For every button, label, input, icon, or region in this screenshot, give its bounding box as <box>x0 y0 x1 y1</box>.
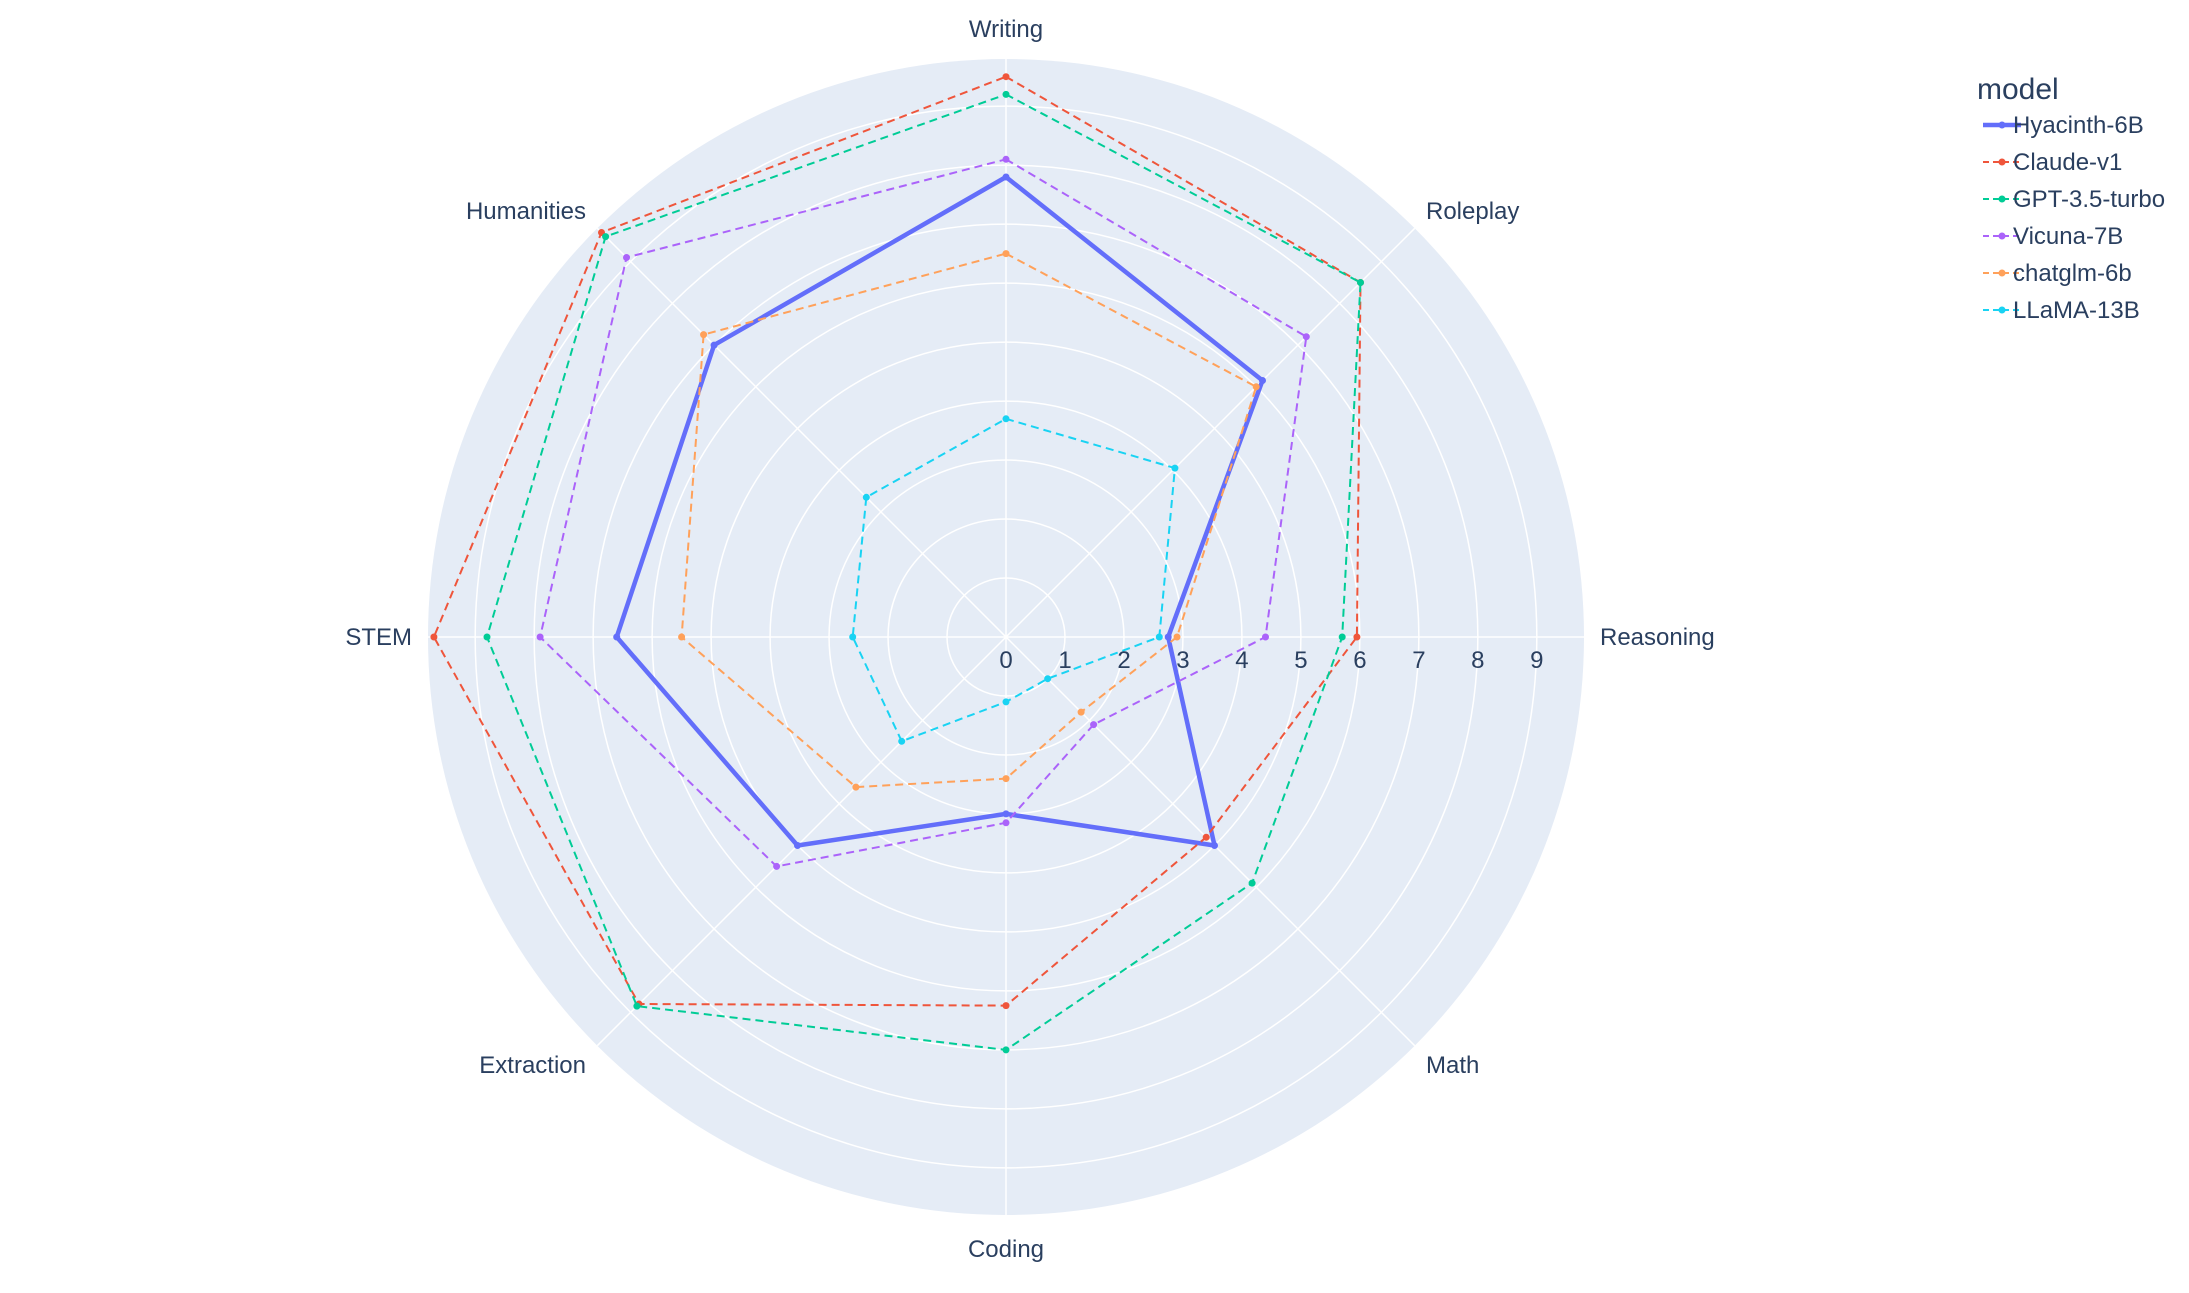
point-llama-13b-extraction <box>898 737 906 745</box>
axis-label-math: Math <box>1426 1052 1479 1079</box>
legend-label-hyacinth-6b: Hyacinth-6B <box>2013 112 2144 139</box>
series-layer <box>430 73 1364 1054</box>
point-vicuna-7b-roleplay <box>1302 333 1310 341</box>
axis-label-extraction: Extraction <box>479 1052 586 1079</box>
legend-label-claude-v1: Claude-v1 <box>2013 149 2122 176</box>
point-hyacinth-6b-extraction <box>794 842 801 849</box>
point-chatglm-6b-stem <box>678 633 686 641</box>
tick-label-5: 5 <box>1294 647 1307 674</box>
legend-item-gpt-3-5-turbo[interactable]: GPT-3.5-turbo <box>1983 186 2165 213</box>
point-claude-v1-math <box>1202 833 1210 841</box>
point-hyacinth-6b-stem <box>613 633 621 641</box>
point-hyacinth-6b-writing <box>1002 173 1010 181</box>
spoke-extraction <box>596 636 1007 1047</box>
point-llama-13b-coding <box>1002 698 1010 706</box>
point-claude-v1-stem <box>430 633 438 641</box>
point-gpt-3-5-turbo-roleplay <box>1357 279 1364 286</box>
legend-marker-vicuna-7b <box>1998 232 2006 240</box>
legend-marker-hyacinth-6b <box>1998 121 2006 129</box>
polar-grid <box>428 59 1584 1215</box>
point-gpt-3-5-turbo-humanities <box>602 233 610 241</box>
point-gpt-3-5-turbo-extraction <box>633 1002 641 1010</box>
point-claude-v1-reasoning <box>1353 633 1361 641</box>
point-gpt-3-5-turbo-reasoning <box>1338 633 1346 641</box>
legend-label-gpt-3-5-turbo: GPT-3.5-turbo <box>2013 186 2165 213</box>
spoke-humanities <box>596 227 1007 638</box>
point-chatglm-6b-humanities <box>700 331 708 339</box>
axis-label-roleplay: Roleplay <box>1426 198 1519 225</box>
axis-label-humanities: Humanities <box>466 198 586 225</box>
tick-label-2: 2 <box>1117 647 1130 674</box>
spoke-math <box>1005 636 1416 1047</box>
legend-item-llama-13b[interactable]: LLaMA-13B <box>1983 297 2140 324</box>
point-gpt-3-5-turbo-math <box>1248 879 1256 887</box>
tick-label-9: 9 <box>1530 647 1543 674</box>
point-vicuna-7b-math <box>1090 721 1098 729</box>
series-gpt-3-5-turbo <box>483 90 1364 1054</box>
angular-axis-labels: Writing Roleplay Reasoning Math Coding Extrac… <box>345 16 1714 1263</box>
point-chatglm-6b-roleplay <box>1252 383 1260 391</box>
point-vicuna-7b-extraction <box>773 862 781 870</box>
point-vicuna-7b-writing <box>1002 155 1010 163</box>
point-chatglm-6b-coding <box>1002 775 1010 783</box>
point-vicuna-7b-coding <box>1002 819 1010 827</box>
point-chatglm-6b-writing <box>1002 250 1010 258</box>
point-hyacinth-6b-reasoning <box>1164 633 1172 641</box>
point-hyacinth-6b-coding <box>1002 810 1010 818</box>
point-chatglm-6b-extraction <box>852 783 860 791</box>
tick-label-8: 8 <box>1471 647 1484 674</box>
legend-item-vicuna-7b[interactable]: Vicuna-7B <box>1983 223 2123 250</box>
point-hyacinth-6b-roleplay <box>1259 377 1266 384</box>
tick-label-4: 4 <box>1235 647 1248 674</box>
point-hyacinth-6b-math <box>1211 842 1218 849</box>
point-llama-13b-math <box>1044 675 1052 683</box>
legend-marker-claude-v1 <box>1998 158 2006 166</box>
axis-label-stem: STEM <box>345 624 412 651</box>
series-llama-13b <box>849 415 1179 745</box>
axis-label-reasoning: Reasoning <box>1600 624 1715 651</box>
point-chatglm-6b-math <box>1077 708 1085 716</box>
tick-label-7: 7 <box>1412 647 1425 674</box>
legend-label-chatglm-6b: chatglm-6b <box>2013 260 2132 287</box>
tick-label-1: 1 <box>1058 647 1071 674</box>
point-vicuna-7b-humanities <box>623 254 630 261</box>
point-llama-13b-roleplay <box>1171 464 1179 472</box>
axis-label-writing: Writing <box>969 16 1043 43</box>
legend-marker-gpt-3-5-turbo <box>1998 195 2006 203</box>
legend-item-chatglm-6b[interactable]: chatglm-6b <box>1983 260 2132 287</box>
point-hyacinth-6b-humanities <box>710 341 718 349</box>
legend-marker-chatglm-6b <box>1998 269 2006 277</box>
series-chatglm-6b <box>678 250 1260 791</box>
point-vicuna-7b-stem <box>536 633 544 641</box>
point-chatglm-6b-reasoning <box>1173 633 1181 641</box>
point-claude-v1-coding <box>1002 1002 1010 1010</box>
radial-tick-labels: 0 1 2 3 4 5 6 7 8 9 <box>999 647 1543 674</box>
tick-label-3: 3 <box>1176 647 1189 674</box>
legend-item-hyacinth-6b[interactable]: Hyacinth-6B <box>1983 112 2144 139</box>
point-llama-13b-stem <box>849 633 857 641</box>
point-vicuna-7b-reasoning <box>1262 633 1269 641</box>
legend-title: model <box>1977 73 2059 106</box>
series-vicuna-7b <box>536 155 1310 870</box>
point-llama-13b-humanities <box>862 493 870 501</box>
tick-label-6: 6 <box>1353 647 1366 674</box>
point-gpt-3-5-turbo-coding <box>1002 1046 1010 1054</box>
spoke-roleplay <box>1005 227 1416 638</box>
axis-label-coding: Coding <box>968 1236 1044 1263</box>
point-gpt-3-5-turbo-writing <box>1002 90 1010 98</box>
point-llama-13b-writing <box>1002 415 1010 423</box>
point-llama-13b-reasoning <box>1155 633 1163 641</box>
tick-label-0: 0 <box>999 647 1012 674</box>
legend: model Hyacinth-6B Claude-v1 GPT-3.5-turbo V… <box>1977 73 2165 324</box>
legend-item-claude-v1[interactable]: Claude-v1 <box>1983 149 2122 176</box>
legend-marker-llama-13b <box>1998 306 2006 314</box>
legend-label-llama-13b: LLaMA-13B <box>2013 297 2140 324</box>
point-gpt-3-5-turbo-stem <box>483 633 491 641</box>
legend-label-vicuna-7b: Vicuna-7B <box>2013 223 2123 250</box>
point-claude-v1-writing <box>1002 73 1010 81</box>
